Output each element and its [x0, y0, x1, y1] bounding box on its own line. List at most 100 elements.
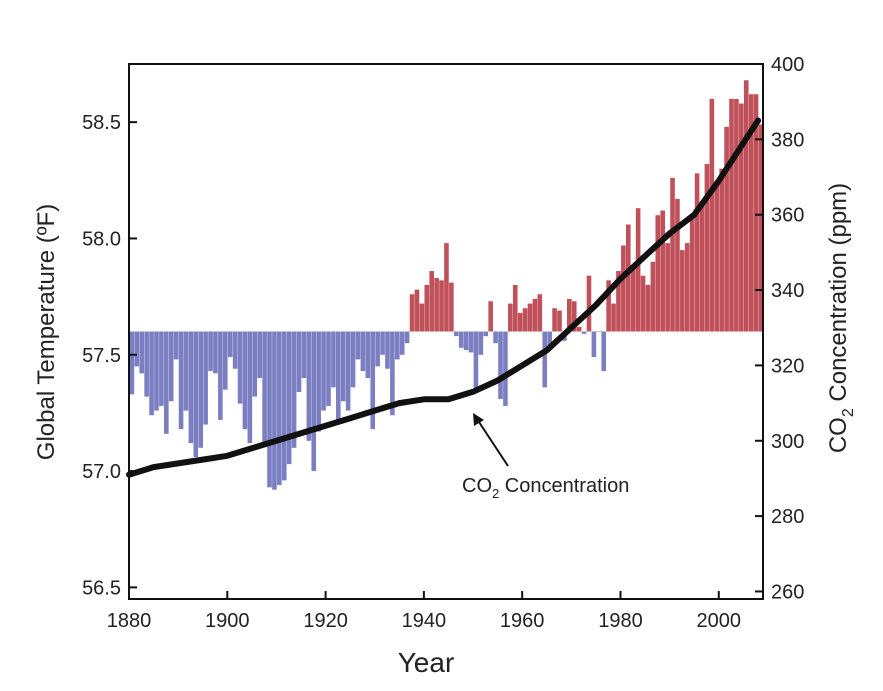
temperature-bar [699, 205, 705, 332]
temperature-bar [591, 331, 597, 358]
temperature-bar [281, 331, 287, 481]
temperature-bar [311, 331, 317, 472]
temperature-bar [463, 331, 469, 351]
temperature-bar [689, 215, 695, 332]
y2-axis-title: CO2 Concentration (ppm) [825, 183, 857, 453]
temperature-bar [390, 331, 395, 416]
temperature-bar [621, 245, 626, 332]
y-tick-label: 58.5 [82, 112, 121, 134]
annotation-arrow-head [473, 413, 484, 426]
y-tick-label: 58.0 [82, 228, 121, 250]
temperature-bar [345, 331, 351, 411]
y2-tick-label: 360 [771, 205, 804, 227]
temperature-bar [571, 301, 577, 332]
temperature-bar [753, 94, 759, 332]
y2-tick-label: 280 [771, 506, 804, 528]
co2-annotation: CO2 Concentration [462, 413, 629, 501]
temperature-bar [404, 331, 410, 344]
temperature-bar [424, 284, 430, 332]
temperature-bar [616, 271, 621, 332]
temperature-bar [758, 124, 764, 332]
temperature-bar [655, 215, 661, 332]
x-tick-label: 1880 [107, 610, 152, 632]
temperature-bar [458, 331, 464, 348]
temperature-bar [630, 268, 636, 332]
temperature-bar [439, 280, 444, 332]
temperature-bar [183, 331, 189, 411]
temperature-bar [306, 331, 312, 441]
y-tick-label: 57.5 [82, 345, 121, 367]
temperature-bar [640, 275, 646, 332]
temperature-bar [567, 298, 572, 332]
temperature-bar [173, 331, 179, 360]
temperature-bar [444, 243, 449, 332]
temperature-bar [508, 303, 513, 332]
temperature-bar [257, 331, 262, 379]
x-axis-title: Year [398, 647, 455, 678]
temperature-bar [321, 331, 326, 411]
temperature-bar [340, 331, 346, 402]
temperature-bar [159, 331, 164, 406]
temperature-bar [198, 331, 204, 448]
annotation-arrow-line [476, 418, 509, 467]
temperature-bar [449, 282, 454, 332]
temperature-bar [660, 210, 665, 332]
temperature-bar [680, 250, 685, 332]
temperature-bar [748, 94, 754, 332]
annotation-label: CO2 Concentration [462, 475, 629, 501]
temperature-bar [586, 275, 592, 332]
temperature-bar [434, 278, 439, 332]
temperature-bar [262, 331, 267, 444]
temperature-bar [650, 261, 656, 332]
temperature-bar [213, 331, 218, 374]
temperature-bar [601, 331, 607, 372]
temperature-bar [704, 164, 710, 332]
temperature-bar [517, 312, 523, 332]
temperature-bar [552, 308, 557, 332]
temperature-bar [414, 289, 420, 332]
temperature-bar [277, 331, 282, 486]
temperature-bar [247, 331, 253, 444]
temperature-bar [645, 284, 651, 332]
temperature-bar [296, 331, 302, 392]
temperature-bar [326, 331, 331, 406]
temperature-bar [468, 331, 474, 353]
temperature-bar [734, 98, 739, 332]
temperature-bars [129, 80, 764, 490]
x-tick-label: 1980 [598, 610, 643, 632]
temperature-bar [473, 331, 479, 390]
temperature-bar [512, 284, 518, 332]
x-tick-label: 1940 [402, 610, 447, 632]
temperature-bar [252, 331, 258, 397]
temperature-bar [129, 331, 135, 395]
temperature-bar [694, 173, 700, 332]
temperature-bar [149, 331, 154, 416]
temperature-bar [665, 243, 670, 332]
temperature-bar [537, 294, 543, 332]
co2-line [126, 117, 762, 478]
temperature-bar [522, 308, 528, 332]
axis-ticks: 1880 1900 1920 1940 1960 1980 2000 56.5 57.0 57.5… [82, 54, 804, 632]
temperature-bar [350, 331, 356, 388]
temperature-bar [483, 331, 489, 337]
temperature-bar [360, 331, 366, 372]
temperature-bar [557, 310, 562, 332]
temperature-bar [188, 331, 194, 444]
temperature-bar [139, 331, 145, 374]
temperature-bar [743, 80, 749, 332]
temperature-bar [739, 103, 744, 332]
temperature-bar [709, 98, 715, 332]
temperature-bar [134, 331, 140, 367]
temperature-bar [488, 301, 493, 332]
temperature-bar [542, 331, 548, 388]
y2-tick-label: 320 [771, 355, 804, 377]
x-tick-label: 1920 [303, 610, 348, 632]
temperature-bar [291, 331, 297, 448]
temperature-bar [527, 303, 533, 332]
temperature-bar [301, 331, 307, 379]
temperature-bar [272, 331, 277, 490]
temperature-bar [355, 331, 361, 360]
x-tick-label: 1900 [205, 610, 250, 632]
temperature-bar [365, 331, 371, 379]
